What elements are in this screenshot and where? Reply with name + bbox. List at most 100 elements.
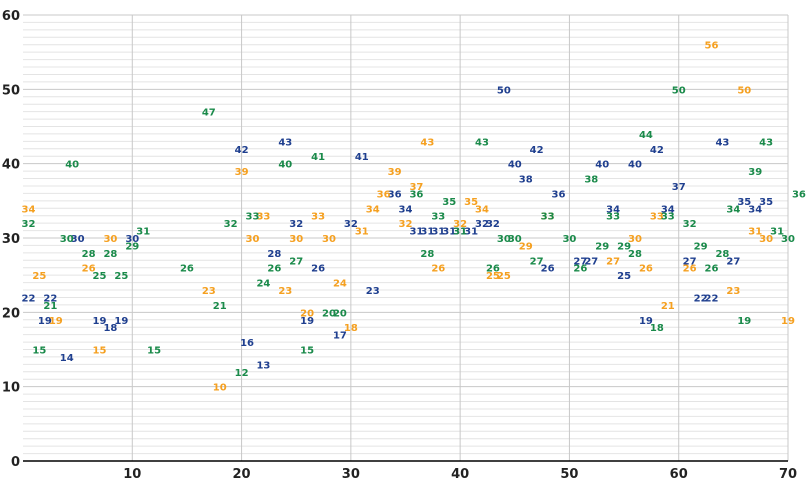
data-point-label: 29 (519, 241, 533, 252)
data-point-label: 23 (202, 286, 216, 297)
data-point-label: 25 (617, 271, 631, 282)
data-point-label: 30 (759, 234, 773, 245)
data-point-label: 36 (792, 189, 806, 200)
data-point-label: 42 (530, 145, 544, 156)
x-tick-label: 10 (123, 467, 141, 482)
data-point-label: 32 (683, 219, 697, 230)
data-point-label: 41 (355, 152, 369, 163)
data-point-label: 35 (442, 197, 456, 208)
x-tick-label: 50 (560, 467, 578, 482)
data-point-label: 26 (180, 264, 194, 275)
data-point-label: 26 (541, 264, 555, 275)
data-point-label: 39 (388, 167, 402, 178)
data-point-label: 26 (705, 264, 719, 275)
y-tick-label: 50 (2, 83, 20, 98)
data-point-label: 39 (235, 167, 249, 178)
data-point-label: 43 (759, 137, 773, 148)
data-point-label: 18 (650, 323, 664, 334)
x-tick-label: 40 (451, 467, 469, 482)
data-point-label: 25 (93, 271, 107, 282)
data-point-label: 27 (530, 256, 544, 267)
data-point-label: 30 (781, 234, 795, 245)
data-point-label: 30 (562, 234, 576, 245)
data-point-label: 22 (22, 293, 36, 304)
data-point-label: 50 (672, 85, 686, 96)
data-point-label: 20 (300, 308, 314, 319)
x-tick-label: 30 (342, 467, 360, 482)
data-point-label: 31 (420, 227, 434, 238)
data-point-label: 18 (344, 323, 358, 334)
data-point-label: 21 (661, 301, 675, 312)
data-point-label: 35 (737, 197, 751, 208)
data-point-label: 30 (71, 234, 85, 245)
data-point-label: 28 (103, 249, 117, 260)
data-point-label: 34 (748, 204, 762, 215)
data-point-label: 21 (213, 301, 227, 312)
data-point-label: 24 (333, 279, 347, 290)
data-point-label: 15 (93, 346, 107, 357)
x-tick-label: 70 (779, 467, 797, 482)
data-point-label: 24 (256, 279, 270, 290)
data-point-label: 19 (114, 316, 128, 327)
data-point-label: 21 (43, 301, 57, 312)
tick-labels: 0 10 20 30 40 50 60 10 20 30 40 50 60 70 (2, 9, 797, 482)
data-point-label: 31 (355, 227, 369, 238)
data-point-label: 27 (606, 256, 620, 267)
data-point-label: 38 (519, 175, 533, 186)
data-point-label: 35 (759, 197, 773, 208)
data-point-label: 18 (103, 323, 117, 334)
data-point-label: 42 (235, 145, 249, 156)
data-point-label: 27 (726, 256, 740, 267)
data-point-label: 26 (431, 264, 445, 275)
data-point-label: 56 (705, 41, 719, 52)
data-point-label: 34 (399, 204, 413, 215)
data-point-label: 17 (333, 331, 347, 342)
x-tick-label: 20 (233, 467, 251, 482)
data-point-label: 26 (311, 264, 325, 275)
data-point-label: 26 (683, 264, 697, 275)
data-point-label: 27 (573, 256, 587, 267)
data-point-label: 39 (748, 167, 762, 178)
data-point-label: 40 (508, 160, 522, 171)
data-point-label: 10 (213, 383, 227, 394)
data-point-label: 30 (322, 234, 336, 245)
data-point-label: 36 (388, 189, 402, 200)
data-point-label: 33 (256, 212, 270, 223)
data-point-label: 32 (475, 219, 489, 230)
data-point-label: 33 (661, 212, 675, 223)
data-point-label: 31 (442, 227, 456, 238)
data-point-label: 33 (606, 212, 620, 223)
data-point-label: 32 (22, 219, 36, 230)
data-point-label: 25 (486, 271, 500, 282)
data-point-label: 13 (256, 360, 270, 371)
data-point-label: 23 (366, 286, 380, 297)
data-point-label: 26 (639, 264, 653, 275)
data-point-label: 31 (453, 227, 467, 238)
data-point-label: 36 (552, 189, 566, 200)
data-point-label: 27 (584, 256, 598, 267)
data-point-label: 22 (705, 293, 719, 304)
data-point-label: 30 (60, 234, 74, 245)
data-point-label: 30 (246, 234, 260, 245)
data-point-label: 19 (781, 316, 795, 327)
data-point-label: 31 (136, 227, 150, 238)
data-point-label: 29 (595, 241, 609, 252)
data-point-label: 43 (420, 137, 434, 148)
data-point-label: 23 (278, 286, 292, 297)
data-point-label: 14 (60, 353, 74, 364)
data-point-label: 31 (409, 227, 423, 238)
data-point-label: 33 (431, 212, 445, 223)
grid-lines (23, 14, 789, 461)
data-point-label: 26 (573, 264, 587, 275)
data-point-label: 22 (694, 293, 708, 304)
data-point-label: 29 (125, 241, 139, 252)
y-tick-label: 30 (2, 232, 20, 247)
data-point-label: 20 (333, 308, 347, 319)
data-points: 22 22191430191819304216132843321926173241… (22, 41, 806, 394)
data-point-label: 34 (726, 204, 740, 215)
data-point-label: 12 (235, 368, 249, 379)
y-tick-label: 40 (2, 158, 20, 173)
data-point-label: 28 (628, 249, 642, 260)
x-tick-label: 60 (670, 467, 688, 482)
data-point-label: 19 (49, 316, 63, 327)
